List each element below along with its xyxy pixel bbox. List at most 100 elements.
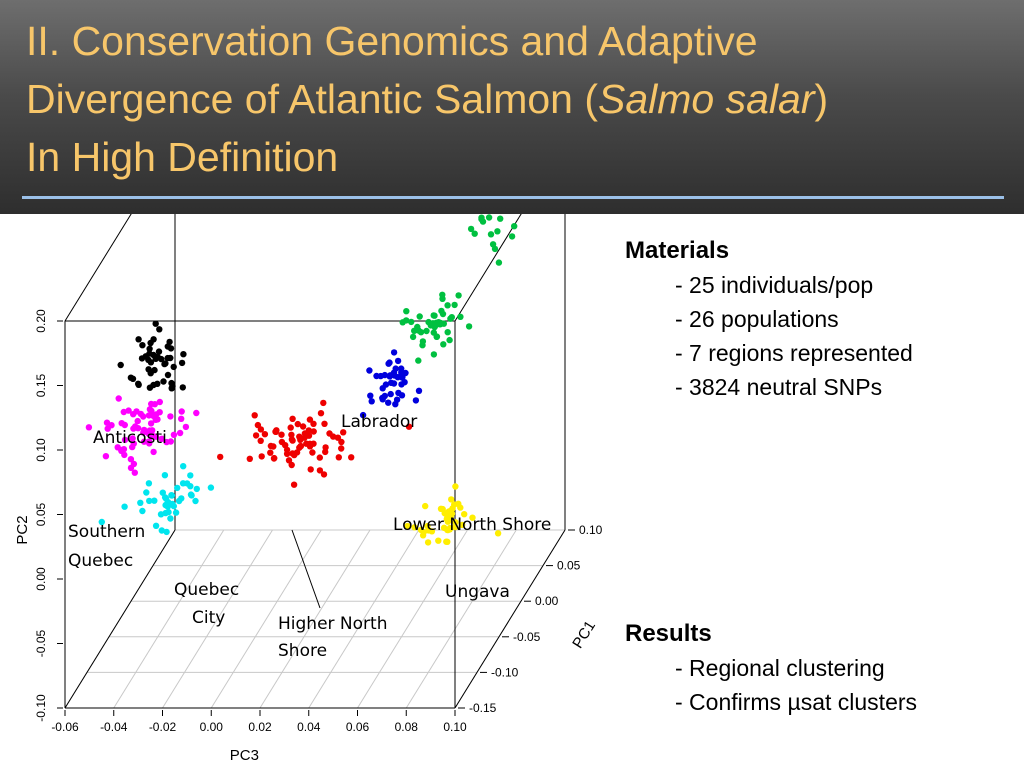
data-point [437, 505, 445, 512]
data-point [326, 430, 333, 437]
data-point [321, 420, 328, 427]
data-point [398, 370, 405, 377]
data-point [176, 429, 184, 437]
box-edge [64, 529, 176, 709]
materials-section: Materials - 25 individuals/pop - 26 popu… [625, 234, 913, 404]
title-line-3: In High Definition [26, 134, 339, 180]
data-point [305, 432, 313, 439]
data-point [288, 461, 295, 469]
data-point [125, 407, 132, 414]
data-point [129, 375, 137, 382]
region-label: Lower North Shore [393, 515, 551, 535]
data-point [193, 485, 200, 493]
data-point [165, 508, 172, 516]
data-point [447, 315, 454, 322]
box-edge [454, 529, 566, 709]
y-tick-label: 0.05 [34, 502, 48, 526]
data-point [307, 466, 314, 473]
data-point [152, 433, 160, 440]
data-point [340, 429, 347, 436]
data-point [174, 484, 181, 492]
data-point [338, 438, 345, 446]
data-point [152, 320, 159, 327]
data-point [448, 496, 455, 503]
data-point [156, 409, 163, 416]
data-point [404, 522, 411, 530]
data-point [439, 291, 446, 298]
pca-3d-scatter-chart: -0.06 -0.04 -0.02 0.00 0.02 0.04 0.06 0.08 0.10 P… [14, 214, 603, 764]
data-point [398, 392, 406, 399]
region-label: Quebec [174, 580, 239, 600]
data-point [155, 348, 163, 355]
data-point [143, 489, 150, 496]
floor-grid-line [357, 529, 468, 709]
data-point [145, 430, 152, 437]
data-point [455, 292, 462, 299]
data-point [430, 320, 437, 327]
data-point [430, 312, 437, 319]
x-tick-label: -0.02 [149, 720, 177, 734]
floor-grid-line [113, 529, 225, 709]
data-point [310, 420, 317, 427]
data-point [424, 539, 432, 546]
data-point [85, 424, 93, 431]
data-point [416, 313, 423, 320]
data-point [417, 329, 425, 336]
data-point [157, 511, 165, 518]
floor-grid-line [308, 529, 420, 709]
z-tick-label: -0.10 [491, 665, 519, 679]
data-point [180, 351, 187, 358]
x-tick-label: -0.04 [100, 720, 128, 734]
floor-grid-line [405, 529, 517, 709]
title-species: Salmo salar [598, 76, 815, 122]
data-point [394, 357, 402, 365]
data-point [359, 411, 367, 419]
data-point [158, 435, 165, 442]
data-point [471, 230, 478, 237]
x-tick-label: 0.10 [443, 720, 467, 734]
data-point [393, 396, 401, 403]
data-point [115, 395, 122, 402]
data-point [390, 349, 398, 356]
data-point [467, 225, 475, 233]
x-tick-label: 0.02 [248, 720, 272, 734]
data-point [140, 429, 147, 436]
region-label: Ungava [445, 582, 510, 602]
data-point [130, 460, 138, 468]
data-point [487, 231, 495, 238]
title-line-1: II. Conservation Genomics and Adaptive [26, 18, 758, 64]
z-tick-label: 0.00 [535, 594, 559, 608]
data-point [405, 423, 413, 430]
data-point [152, 522, 160, 529]
data-point [160, 378, 167, 385]
data-point [179, 480, 187, 487]
z-axis-label: PC1 [569, 618, 599, 652]
y-tick-label: 0.00 [34, 567, 48, 591]
box-edge [64, 214, 132, 322]
title-line-2-suffix: ) [814, 76, 829, 122]
data-point [457, 313, 464, 320]
data-point [145, 412, 153, 419]
data-point [135, 380, 142, 387]
data-point [430, 351, 438, 358]
region-label: City [192, 608, 225, 628]
data-point [147, 359, 155, 366]
data-point [316, 454, 323, 461]
data-point [180, 463, 187, 470]
data-point [163, 528, 170, 536]
data-point [451, 301, 458, 309]
data-point [151, 366, 158, 374]
data-point [299, 423, 307, 430]
data-point [411, 524, 418, 531]
data-point [151, 497, 158, 504]
data-point [403, 308, 410, 315]
slide-title: II. Conservation Genomics and Adaptive D… [26, 12, 1016, 186]
data-point [278, 431, 285, 438]
y-tick-label: 0.10 [34, 438, 48, 462]
data-point [267, 442, 275, 450]
data-point [178, 495, 185, 502]
data-point [121, 503, 128, 510]
data-point [422, 502, 429, 510]
floor-grid-line [162, 529, 273, 709]
data-point [440, 524, 448, 531]
